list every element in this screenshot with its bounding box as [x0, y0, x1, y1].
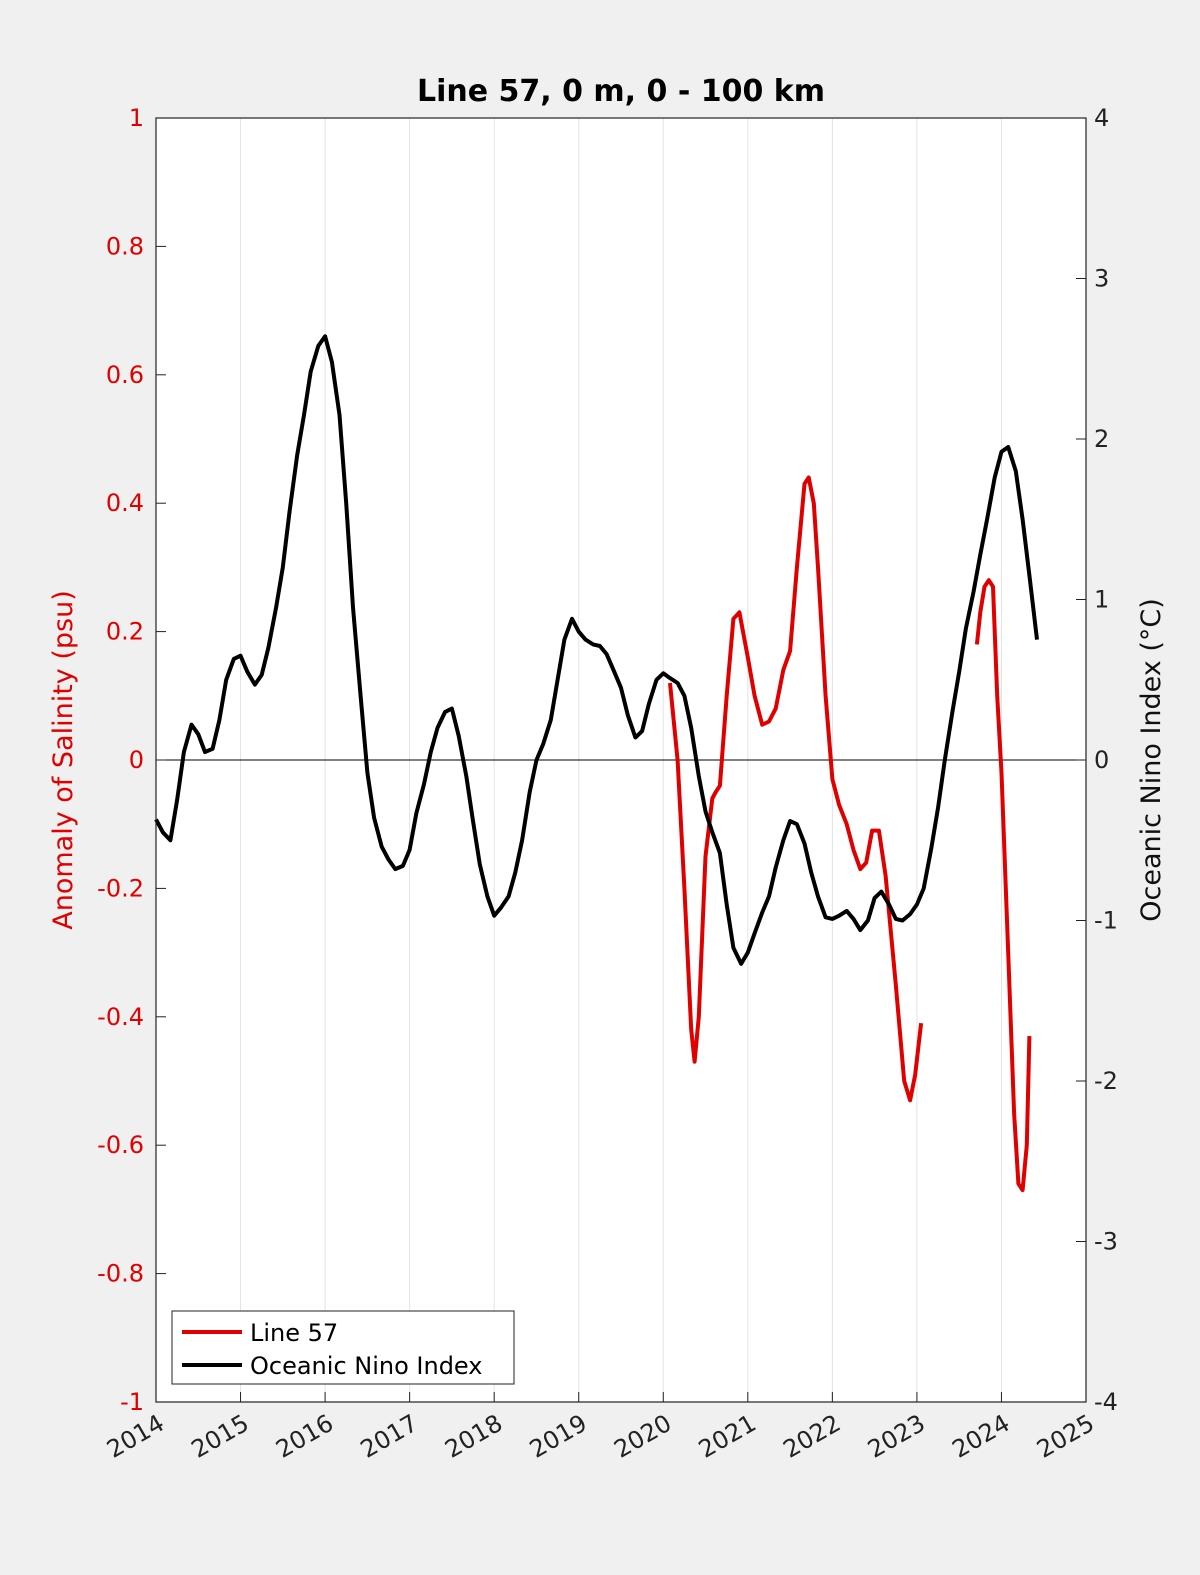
legend: Line 57 Oceanic Nino Index — [171, 1310, 515, 1385]
legend-label-oni: Oceanic Nino Index — [250, 1352, 482, 1380]
legend-label-line-57: Line 57 — [250, 1319, 338, 1347]
y-right-tick-label: -1 — [1094, 907, 1118, 935]
y-right-tick-label: -3 — [1094, 1228, 1118, 1256]
y-right-tick-label: -4 — [1094, 1388, 1118, 1416]
y-left-tick-label: -0.4 — [97, 1003, 144, 1031]
y-left-tick-label: -0.8 — [97, 1260, 144, 1288]
y-right-tick-label: -2 — [1094, 1067, 1118, 1095]
y-left-tick-label: 1 — [129, 104, 144, 132]
y-left-tick-label: 0.2 — [106, 618, 144, 646]
chart-title: Line 57, 0 m, 0 - 100 km — [417, 74, 825, 109]
y-right-tick-label: 1 — [1094, 586, 1109, 614]
y-right-tick-label: 0 — [1094, 746, 1109, 774]
y-right-tick-label: 3 — [1094, 265, 1109, 293]
y-left-tick-label: 0 — [129, 746, 144, 774]
y-right-tick-label: 4 — [1094, 104, 1109, 132]
y-axis-label-right: Oceanic Nino Index (°C) — [1136, 598, 1167, 922]
y-left-tick-label: 0.4 — [106, 489, 144, 517]
series-layer — [154, 334, 1039, 1193]
y-left-tick-label: 0.6 — [106, 361, 144, 389]
series-line-line-57-segment-2 — [974, 578, 1032, 1193]
series-line-oceanic-nino-index-segment-1 — [154, 334, 1039, 966]
y-right-tick-label: 2 — [1094, 425, 1109, 453]
y-left-tick-label: -0.6 — [97, 1131, 144, 1159]
legend-box — [171, 1310, 515, 1385]
y-left-tick-label: 0.8 — [106, 232, 144, 260]
y-axis-label-left: Anomaly of Salinity (psu) — [48, 590, 79, 929]
y-left-tick-label: -0.2 — [97, 874, 144, 902]
y-left-tick-label: -1 — [120, 1388, 144, 1416]
